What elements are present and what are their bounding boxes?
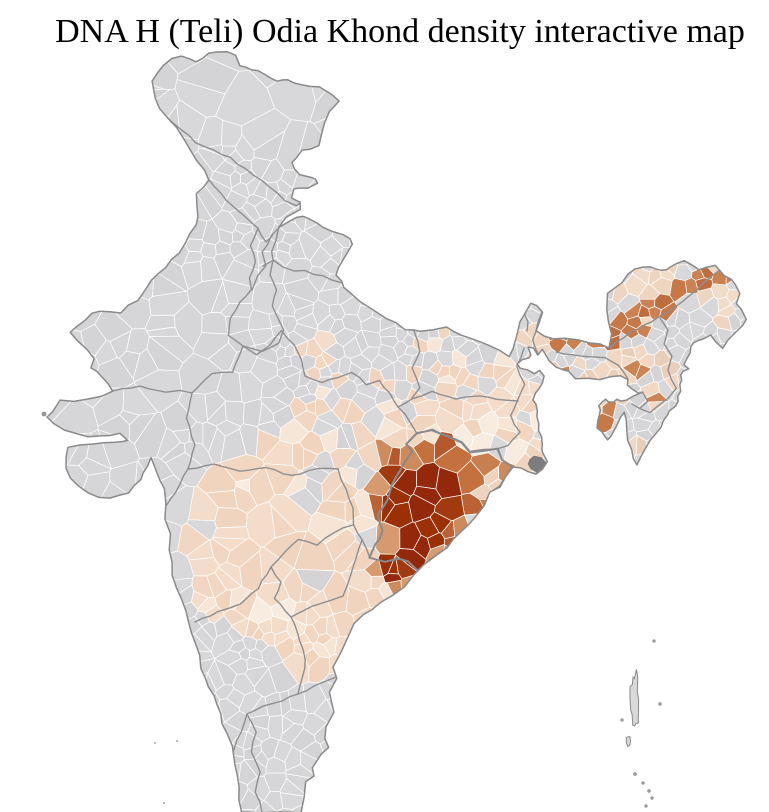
svg-text:DNA H (Teli) Odia Khond densit: DNA H (Teli) Odia Khond density interact… — [55, 13, 745, 50]
